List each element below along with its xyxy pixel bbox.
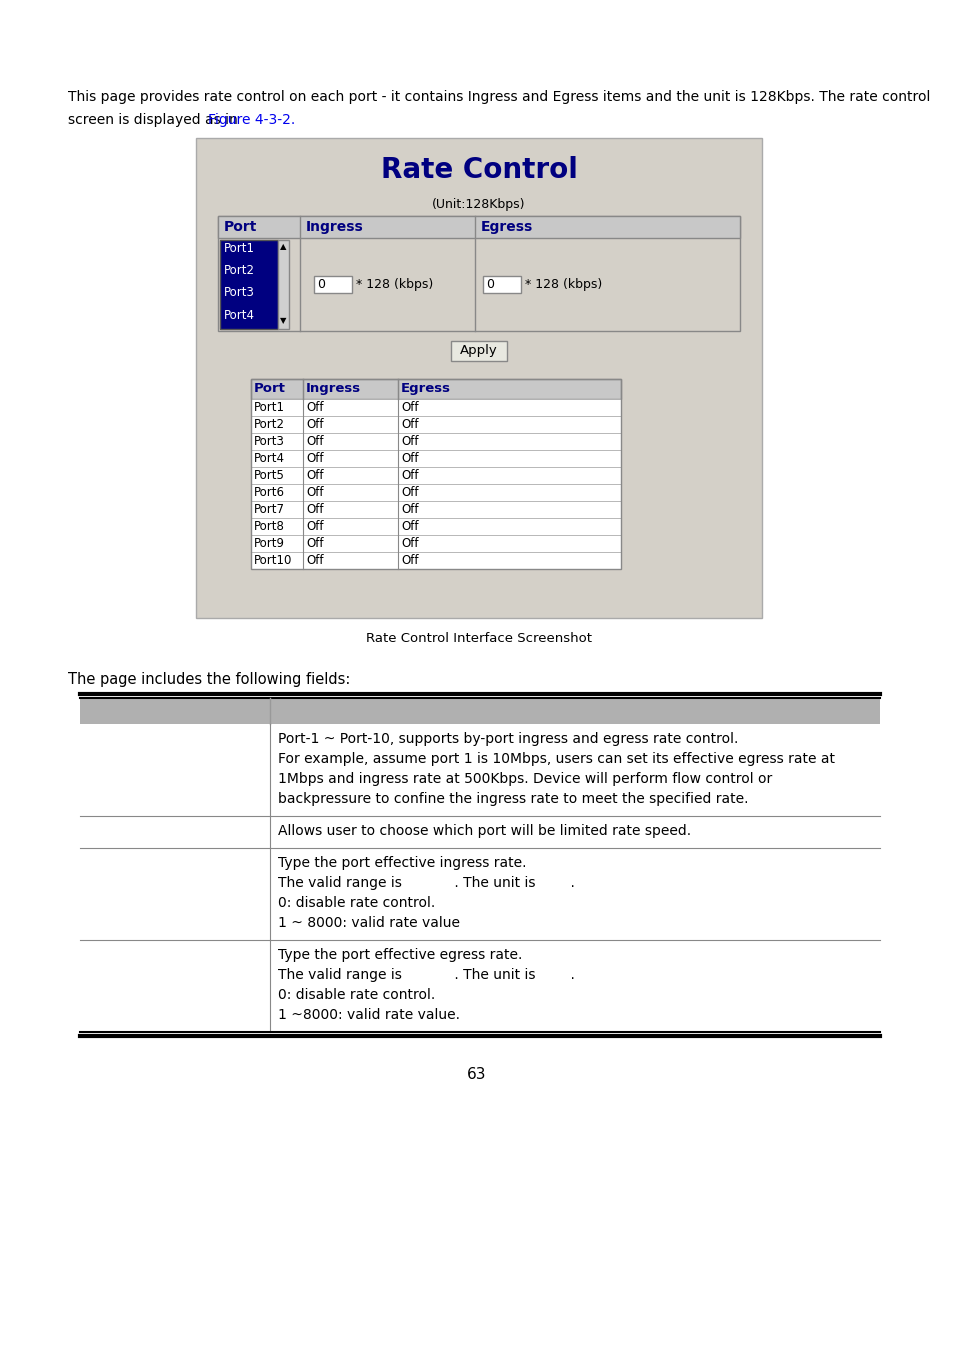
Text: Port2: Port2	[253, 418, 285, 431]
Bar	[277, 240, 289, 329]
Text: Port1: Port1	[224, 242, 254, 255]
Text: Off: Off	[306, 486, 323, 500]
Text: Port-1 ~ Port-10, supports by-port ingress and egress rate control.: Port-1 ~ Port-10, supports by-port ingre…	[277, 732, 738, 747]
Text: Off: Off	[400, 520, 418, 533]
Text: Port4: Port4	[224, 309, 254, 321]
Text: Off: Off	[306, 468, 323, 482]
Text: ▼: ▼	[280, 316, 287, 325]
Text: Rate Control Interface Screenshot: Rate Control Interface Screenshot	[366, 632, 592, 645]
Bar	[251, 535, 620, 552]
Text: 1Mbps and ingress rate at 500Kbps. Device will perform flow control or: 1Mbps and ingress rate at 500Kbps. Devic…	[277, 772, 771, 786]
Text: Off: Off	[400, 537, 418, 549]
Bar	[220, 240, 277, 329]
Text: 0: 0	[485, 278, 494, 292]
Bar	[251, 518, 620, 535]
Text: The valid range is            . The unit is        .: The valid range is . The unit is .	[277, 876, 575, 890]
Bar	[251, 379, 620, 568]
Text: Off: Off	[306, 418, 323, 431]
Text: 0: 0	[316, 278, 325, 292]
Text: Off: Off	[306, 452, 323, 464]
Text: Port5: Port5	[253, 468, 285, 482]
Text: The valid range is            . The unit is        .: The valid range is . The unit is .	[277, 968, 575, 981]
Text: Off: Off	[400, 452, 418, 464]
Bar	[251, 467, 620, 485]
Text: Off: Off	[306, 435, 323, 448]
Text: For example, assume port 1 is 10Mbps, users can set its effective egress rate at: For example, assume port 1 is 10Mbps, us…	[277, 752, 834, 765]
Bar	[218, 216, 740, 331]
Text: 1 ~ 8000: valid rate value: 1 ~ 8000: valid rate value	[277, 917, 459, 930]
Text: Port8: Port8	[253, 520, 285, 533]
Bar	[251, 501, 620, 518]
Text: Type the port effective ingress rate.: Type the port effective ingress rate.	[277, 856, 526, 869]
Text: Ingress: Ingress	[306, 220, 363, 234]
Text: Off: Off	[400, 418, 418, 431]
Bar	[314, 275, 352, 293]
Text: * 128 (kbps): * 128 (kbps)	[524, 278, 601, 292]
Text: Rate Control: Rate Control	[380, 157, 577, 184]
Text: Off: Off	[400, 468, 418, 482]
Text: Figure 4-3-2.: Figure 4-3-2.	[208, 113, 294, 127]
Bar	[195, 138, 761, 618]
Text: Off: Off	[400, 401, 418, 414]
Bar	[482, 275, 520, 293]
Text: The page includes the following fields:: The page includes the following fields:	[68, 672, 350, 687]
Text: Port2: Port2	[224, 265, 254, 277]
Text: Off: Off	[400, 486, 418, 500]
Text: 1 ~8000: valid rate value.: 1 ~8000: valid rate value.	[277, 1008, 459, 1022]
Text: This page provides rate control on each port - it contains Ingress and Egress it: This page provides rate control on each …	[68, 90, 929, 104]
Text: Port9: Port9	[253, 537, 285, 549]
Text: screen is displayed as in: screen is displayed as in	[68, 113, 242, 127]
Text: 63: 63	[467, 1066, 486, 1081]
Bar	[251, 400, 620, 416]
Text: Port3: Port3	[224, 286, 254, 300]
Text: Port1: Port1	[253, 401, 285, 414]
Text: Ingress: Ingress	[306, 382, 361, 396]
Text: Egress: Egress	[480, 220, 533, 234]
Text: Off: Off	[400, 435, 418, 448]
Bar	[251, 379, 620, 400]
Text: backpressure to confine the ingress rate to meet the specified rate.: backpressure to confine the ingress rate…	[277, 792, 748, 806]
Bar	[251, 433, 620, 450]
Bar	[251, 485, 620, 501]
Text: Off: Off	[306, 520, 323, 533]
Text: Off: Off	[306, 401, 323, 414]
Text: 0: disable rate control.: 0: disable rate control.	[277, 896, 435, 910]
Text: Port: Port	[253, 382, 286, 396]
Text: Type the port effective egress rate.: Type the port effective egress rate.	[277, 948, 522, 963]
Text: Port6: Port6	[253, 486, 285, 500]
Text: Off: Off	[400, 504, 418, 516]
Text: ▲: ▲	[280, 242, 287, 251]
Text: Off: Off	[306, 537, 323, 549]
Text: Port7: Port7	[253, 504, 285, 516]
Text: Port10: Port10	[253, 554, 292, 567]
Bar	[451, 342, 506, 360]
Bar	[80, 698, 879, 724]
Text: * 128 (kbps): * 128 (kbps)	[355, 278, 433, 292]
Bar	[251, 450, 620, 467]
Text: Port4: Port4	[253, 452, 285, 464]
Text: Off: Off	[306, 554, 323, 567]
Text: Off: Off	[306, 504, 323, 516]
Bar	[251, 416, 620, 433]
Bar	[251, 552, 620, 568]
Bar	[218, 216, 740, 238]
Text: Allows user to choose which port will be limited rate speed.: Allows user to choose which port will be…	[277, 824, 690, 838]
Text: Off: Off	[400, 554, 418, 567]
Text: Port3: Port3	[253, 435, 285, 448]
Text: 0: disable rate control.: 0: disable rate control.	[277, 988, 435, 1002]
Text: Apply: Apply	[459, 344, 497, 356]
Text: Egress: Egress	[400, 382, 451, 396]
Text: Port: Port	[224, 220, 257, 234]
Text: (Unit:128Kbps): (Unit:128Kbps)	[432, 198, 525, 211]
